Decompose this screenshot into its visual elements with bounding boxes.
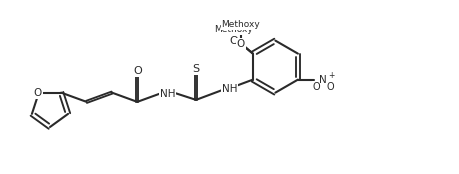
Text: Methoxy: Methoxy — [214, 25, 253, 34]
Text: NH: NH — [222, 84, 237, 94]
Text: O: O — [34, 88, 42, 98]
Text: O: O — [326, 82, 334, 92]
Text: O: O — [133, 66, 142, 76]
Text: NH: NH — [160, 89, 175, 99]
Text: S: S — [192, 64, 200, 74]
Text: N: N — [319, 75, 327, 85]
Text: +: + — [328, 71, 334, 80]
Text: O: O — [230, 36, 238, 46]
Text: Methoxy: Methoxy — [222, 20, 260, 29]
Text: O: O — [312, 82, 320, 92]
Text: O: O — [237, 39, 245, 49]
